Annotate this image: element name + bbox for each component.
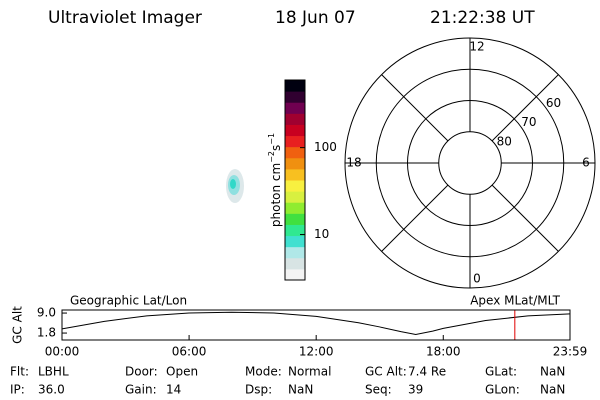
field-label: Dsp: — [245, 383, 272, 397]
polar-spoke — [491, 184, 559, 252]
plot-title-right: Apex MLat/MLT — [470, 294, 560, 308]
field-value: 39 — [408, 383, 423, 397]
colorbar-segment — [285, 246, 305, 259]
field-label: Seq: — [365, 383, 392, 397]
field-value: 36.0 — [38, 383, 65, 397]
field-label: GLon: — [485, 383, 520, 397]
aurora-image — [226, 169, 244, 203]
colorbar-segment — [285, 135, 305, 148]
polar-spoke — [381, 74, 449, 142]
x-tick-label: 23:59 — [553, 345, 588, 359]
colorbar-tick-label: 100 — [314, 140, 337, 154]
field-label: GLat: — [485, 365, 517, 379]
field-value: Open — [166, 365, 198, 379]
colorbar-segment — [285, 168, 305, 181]
colorbar-label-part: photon cm — [269, 163, 283, 227]
title: Ultraviolet Imager — [48, 8, 202, 28]
field-value: LBHL — [38, 365, 69, 379]
plot-title-left: Geographic Lat/Lon — [70, 294, 187, 308]
colorbar-segment — [285, 191, 305, 203]
colorbar-tick-label: 10 — [314, 227, 329, 241]
colorbar-segment — [285, 202, 305, 214]
x-tick-label: 00:00 — [45, 345, 80, 359]
colorbar-segment — [285, 146, 305, 159]
field-label: Gain: — [125, 383, 157, 397]
field-value: Normal — [288, 365, 331, 379]
colorbar-label-part: s — [269, 145, 283, 151]
colorbar-segment — [285, 268, 305, 281]
colorbar-label: photon cm−2s−1 — [267, 133, 283, 227]
date: 18 Jun 07 — [275, 8, 356, 28]
colorbar-segment — [285, 257, 305, 270]
x-tick-label: 18:00 — [426, 345, 461, 359]
y-axis-label: GC Alt — [11, 306, 25, 344]
hour-label: 0 — [473, 272, 481, 286]
hour-label: 6 — [582, 156, 590, 170]
colorbar-segment — [285, 180, 305, 192]
y-tick-label: 9.0 — [37, 306, 56, 320]
polar-spoke — [381, 184, 449, 252]
colorbar-label-part: −1 — [267, 133, 276, 145]
field-value: 7.4 Re — [408, 365, 446, 379]
ring-label: 80 — [497, 134, 512, 148]
time: 21:22:38 UT — [430, 8, 535, 28]
colorbar-segment — [285, 213, 305, 225]
x-tick-label: 12:00 — [299, 345, 334, 359]
colorbar-segment — [285, 124, 305, 137]
colorbar-segment — [285, 157, 305, 170]
polar-spoke — [491, 74, 559, 142]
colorbar-label-part: −2 — [267, 151, 276, 163]
field-label: Door: — [125, 365, 158, 379]
colorbar-segment — [285, 113, 305, 125]
polar-plot — [344, 37, 596, 289]
field-value: NaN — [288, 383, 313, 397]
y-tick-label: 1.8 — [37, 326, 56, 340]
field-label: Mode: — [245, 365, 282, 379]
colorbar-frame — [284, 79, 306, 281]
hour-label: 12 — [469, 40, 484, 54]
field-value: NaN — [540, 383, 565, 397]
colorbar-segment — [285, 91, 305, 103]
colorbar-segment — [285, 224, 305, 237]
ring-label: 60 — [546, 96, 561, 110]
field-value: NaN — [540, 365, 565, 379]
x-tick-label: 06:00 — [172, 345, 207, 359]
hour-label: 18 — [346, 156, 361, 170]
field-value: 14 — [166, 383, 181, 397]
colorbar-segment — [285, 102, 305, 114]
colorbar-segment — [285, 235, 305, 248]
ring-label: 70 — [521, 115, 536, 129]
altitude-line — [61, 311, 571, 335]
field-label: IP: — [10, 383, 25, 397]
colorbar-segment — [285, 80, 305, 92]
plot-frame — [61, 309, 571, 341]
field-label: GC Alt: — [365, 365, 407, 379]
polar-ring — [438, 131, 502, 195]
field-label: Flt: — [10, 365, 29, 379]
